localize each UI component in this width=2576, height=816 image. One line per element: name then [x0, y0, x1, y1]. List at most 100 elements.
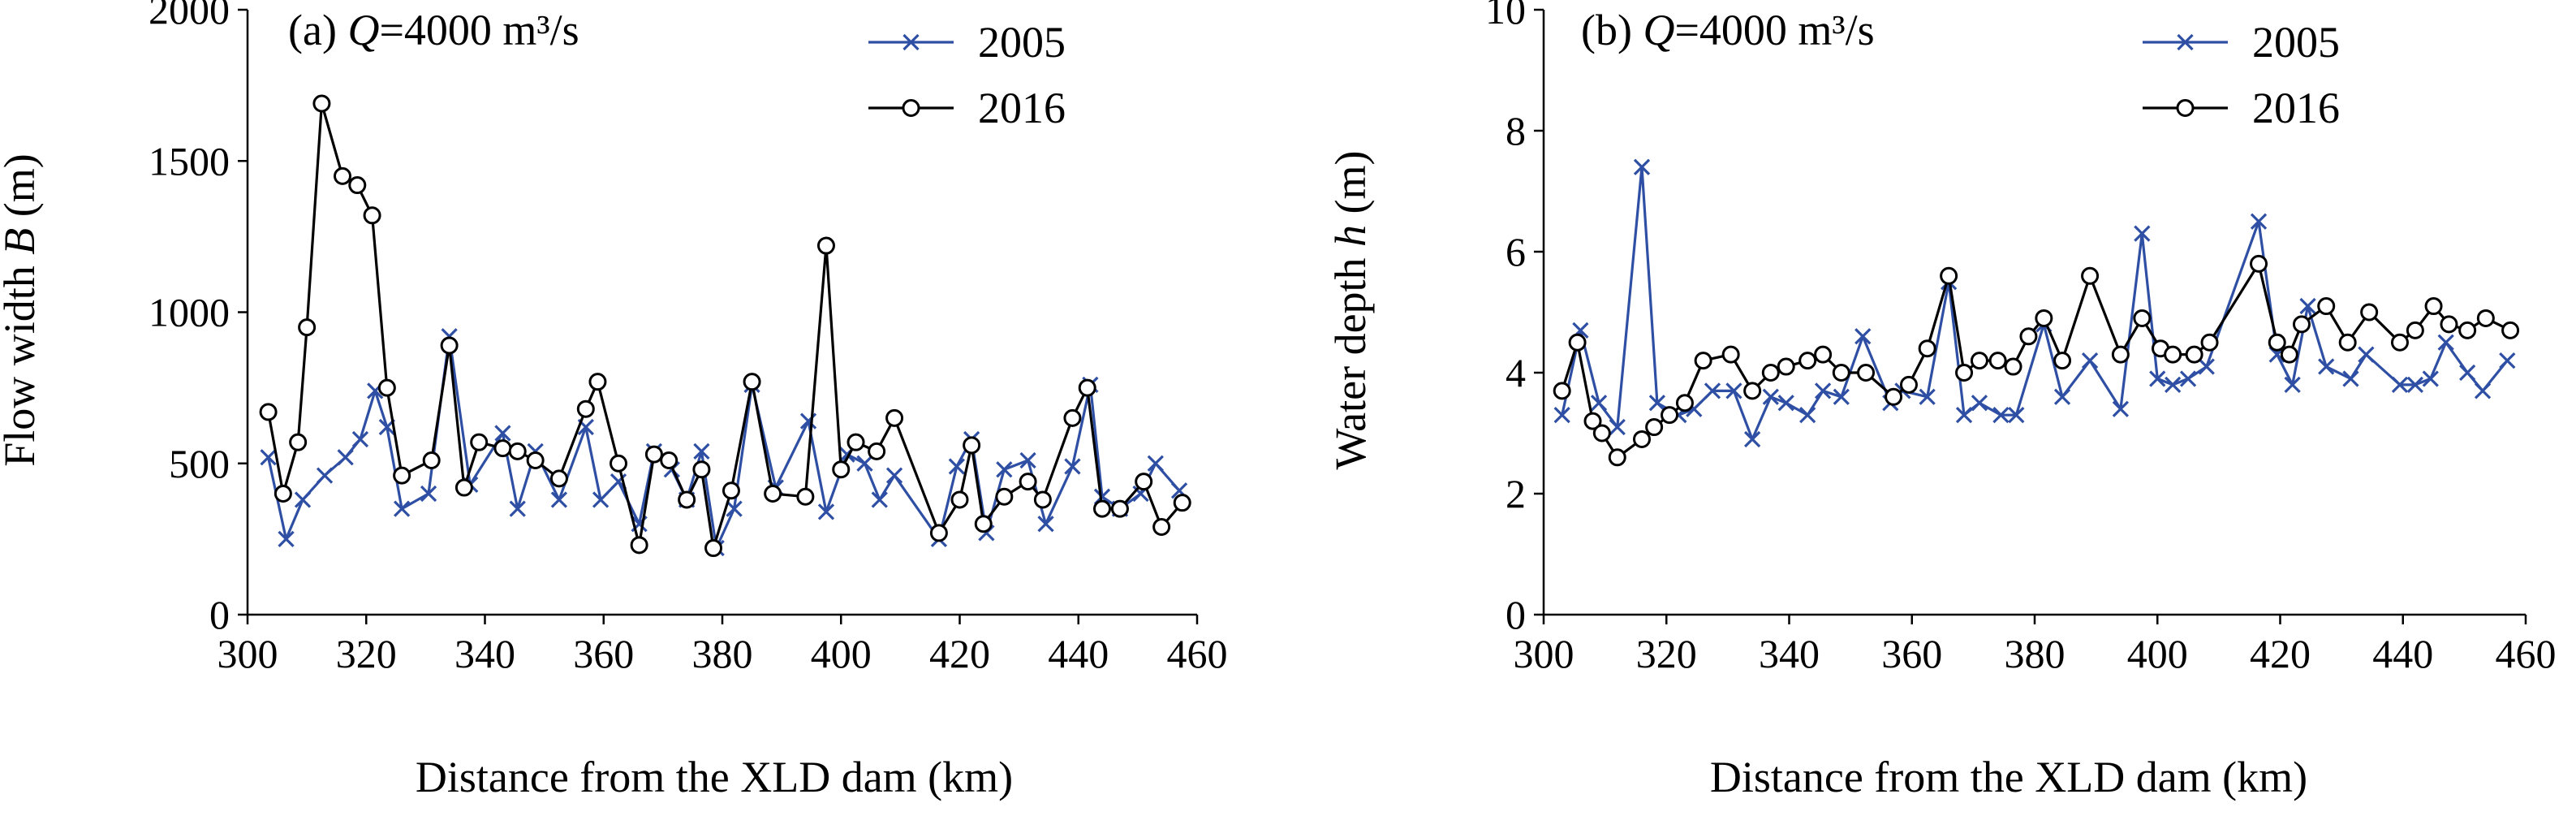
panel-b-x-tick-label: 380 [2005, 631, 2066, 676]
panel-a-y-tick-label: 2000 [149, 0, 230, 32]
panel-b-point-2005 [2342, 370, 2359, 387]
panel-b-legend-marker-2005 [2177, 33, 2194, 51]
panel-a-point-2016 [1019, 473, 1037, 491]
panel-a-point-2016 [678, 490, 696, 509]
panel-a-point-2005 [817, 503, 835, 520]
panel-b-point-2016 [1814, 345, 1833, 364]
panel-a-point-2005 [871, 491, 888, 508]
panel-b-x-tick-label: 320 [1636, 631, 1697, 676]
panel-a-y-tick-label: 500 [169, 441, 230, 486]
panel-a-x-tick-label: 360 [573, 631, 634, 676]
panel-b-point-2005 [1854, 328, 1872, 345]
panel-b-point-2016 [1832, 364, 1850, 382]
panel-b-x-tick-label: 460 [2496, 631, 2557, 676]
panel-a-point-2005 [726, 500, 743, 517]
panel-b-point-2005 [2284, 376, 2301, 394]
panel-b-y-tick-label: 6 [1506, 229, 1526, 274]
panel-a-x-tick-label: 300 [218, 631, 278, 676]
panel-a-x-tick-label: 420 [929, 631, 990, 676]
panel-b-point-2005 [1992, 407, 2010, 424]
panel-a-point-2005 [260, 449, 277, 466]
panel-a-flow-width: (a) Q=4000 m³/s Distance from the XLD da… [0, 0, 1228, 801]
panel-b-point-2016 [2111, 345, 2130, 364]
panel-b-x-tick-label: 440 [2372, 631, 2433, 676]
panel-b-series-2005 [1553, 158, 2516, 448]
panel-b-point-2016 [1592, 424, 1611, 443]
panel-a-point-2016 [630, 536, 648, 555]
panel-b-legend: 2005 2016 [2143, 18, 2340, 132]
panel-b-point-2016 [1918, 339, 1936, 358]
panel-b-x-tick-label: 300 [1514, 631, 1574, 676]
panel-b-point-2016 [2250, 254, 2268, 273]
panel-a-y-tick-label: 1500 [149, 138, 230, 183]
panel-b-legend-label-2005: 2005 [2252, 18, 2340, 67]
panel-b-point-2005 [1833, 388, 1850, 405]
panel-a-point-2005 [351, 430, 369, 448]
panel-b-point-2005 [2437, 334, 2454, 351]
panel-a-point-2016 [298, 318, 317, 337]
panel-b-point-2005 [2112, 400, 2130, 417]
panel-b-line-2005 [1561, 166, 2509, 441]
panel-a-point-2016 [885, 408, 904, 427]
panel-a-x-tick-label: 320 [336, 631, 397, 676]
panel-b-point-2016 [2476, 309, 2495, 327]
panel-b-point-2005 [1799, 407, 1816, 424]
panel-b-point-2005 [2474, 382, 2492, 399]
panel-a-point-2016 [259, 403, 278, 421]
panel-a-point-2016 [576, 399, 595, 418]
panel-b-point-2005 [2134, 225, 2151, 242]
panel-a-point-2016 [1093, 499, 1111, 518]
panel-b-y-tick-label: 8 [1506, 108, 1526, 153]
panel-b-point-2016 [1568, 333, 1587, 352]
panel-b-water-depth: (b) Q=4000 m³/s Distance from the XLD da… [1326, 0, 2557, 801]
panel-b-point-2005 [2179, 370, 2197, 387]
panel-b-legend-label-2016: 2016 [2252, 84, 2340, 132]
panel-a-point-2016 [493, 439, 512, 458]
panel-a-point-2016 [334, 166, 351, 185]
panel-b-point-2016 [1798, 352, 1817, 370]
panel-a-x-tick-label: 440 [1048, 631, 1109, 676]
panel-b-point-2016 [2133, 309, 2152, 327]
panel-b-point-2016 [1988, 352, 2007, 370]
panel-b-point-2005 [2406, 376, 2424, 394]
panel-a-point-2016 [440, 336, 459, 355]
panel-a-point-2016 [995, 487, 1014, 506]
panel-b-point-2005 [2499, 352, 2516, 369]
panel-a-point-2005 [509, 500, 526, 517]
panel-b-point-2005 [2358, 346, 2375, 363]
panel-b-point-2016 [2458, 321, 2477, 339]
panel-b-y-axis-title: Water depth h (m) [1326, 150, 1375, 469]
panel-a-series-2005 [260, 328, 1188, 557]
panel-b-point-2005 [1777, 395, 1794, 412]
panel-b-point-2005 [2459, 364, 2476, 382]
panel-a-legend-label-2016: 2016 [978, 84, 1066, 132]
panel-b-point-2016 [1553, 382, 1571, 400]
panel-a-legend-marker-2016 [902, 99, 920, 117]
panel-a-point-2005 [393, 500, 411, 517]
panel-a-point-2016 [526, 451, 545, 470]
panel-b-point-2005 [1553, 407, 1570, 424]
panel-a-point-2016 [470, 433, 489, 451]
panel-a-point-2016 [393, 466, 411, 485]
panel-a-point-2005 [1019, 451, 1036, 469]
panel-a-point-2005 [693, 443, 710, 460]
panel-a-series-2016 [259, 94, 1191, 558]
panel-a-point-2016 [1033, 490, 1052, 509]
panel-a-point-2016 [1063, 408, 1082, 427]
panel-a-point-2016 [950, 490, 969, 509]
panel-b-point-2016 [1761, 364, 1780, 382]
panel-a-point-2016 [704, 539, 723, 558]
panel-b-x-tick-label: 420 [2250, 631, 2311, 676]
panel-b-legend-marker-2016 [2176, 99, 2195, 117]
panel-b-point-2016 [1645, 418, 1664, 437]
panel-a-y-axis-title: Flow width B (m) [0, 153, 44, 467]
panel-b-point-2016 [2019, 327, 2038, 346]
panel-b-x-axis-title: Distance from the XLD dam (km) [1710, 753, 2307, 801]
panel-b-point-2016 [1885, 387, 1903, 406]
panel-b-point-2016 [2338, 333, 2357, 352]
panel-b-x-tick-label: 400 [2127, 631, 2188, 676]
panel-a-point-2005 [494, 425, 511, 442]
panel-a-y-tick-label: 0 [209, 592, 230, 637]
panel-a-x-axis-title: Distance from the XLD dam (km) [416, 753, 1013, 801]
panel-b-point-2005 [2149, 370, 2166, 387]
